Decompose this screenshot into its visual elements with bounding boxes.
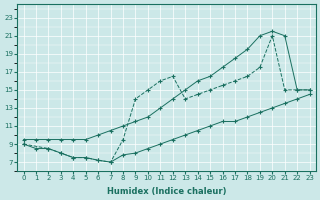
X-axis label: Humidex (Indice chaleur): Humidex (Indice chaleur): [107, 187, 226, 196]
